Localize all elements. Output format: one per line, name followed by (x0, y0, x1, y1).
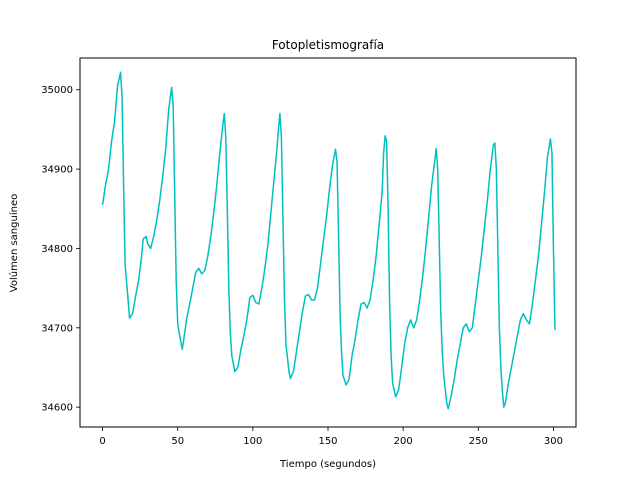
y-axis-ticks: 34600 34700 34800 34900 35000 (41, 85, 80, 414)
y-tick-label: 35000 (41, 85, 73, 96)
x-tick-label: 300 (544, 436, 563, 447)
y-tick-label: 34900 (41, 165, 73, 176)
y-axis-label: Volúmen sanguíneo (8, 194, 20, 292)
x-axis-label: Tiempo (segundos) (279, 459, 376, 470)
y-tick-label: 34800 (41, 244, 73, 255)
x-tick-label: 250 (469, 436, 488, 447)
x-axis-ticks: 0 50 100 150 200 250 300 (99, 427, 563, 447)
y-tick-label: 34700 (41, 323, 73, 334)
y-tick-label: 34600 (41, 403, 73, 414)
x-tick-label: 0 (99, 436, 105, 447)
x-tick-label: 50 (171, 436, 184, 447)
chart-title: Fotopletismografía (272, 38, 384, 52)
x-tick-label: 150 (318, 436, 337, 447)
plot-area (101, 71, 556, 410)
series-line-0 (101, 71, 556, 410)
x-tick-label: 200 (394, 436, 413, 447)
x-tick-label: 100 (243, 436, 262, 447)
